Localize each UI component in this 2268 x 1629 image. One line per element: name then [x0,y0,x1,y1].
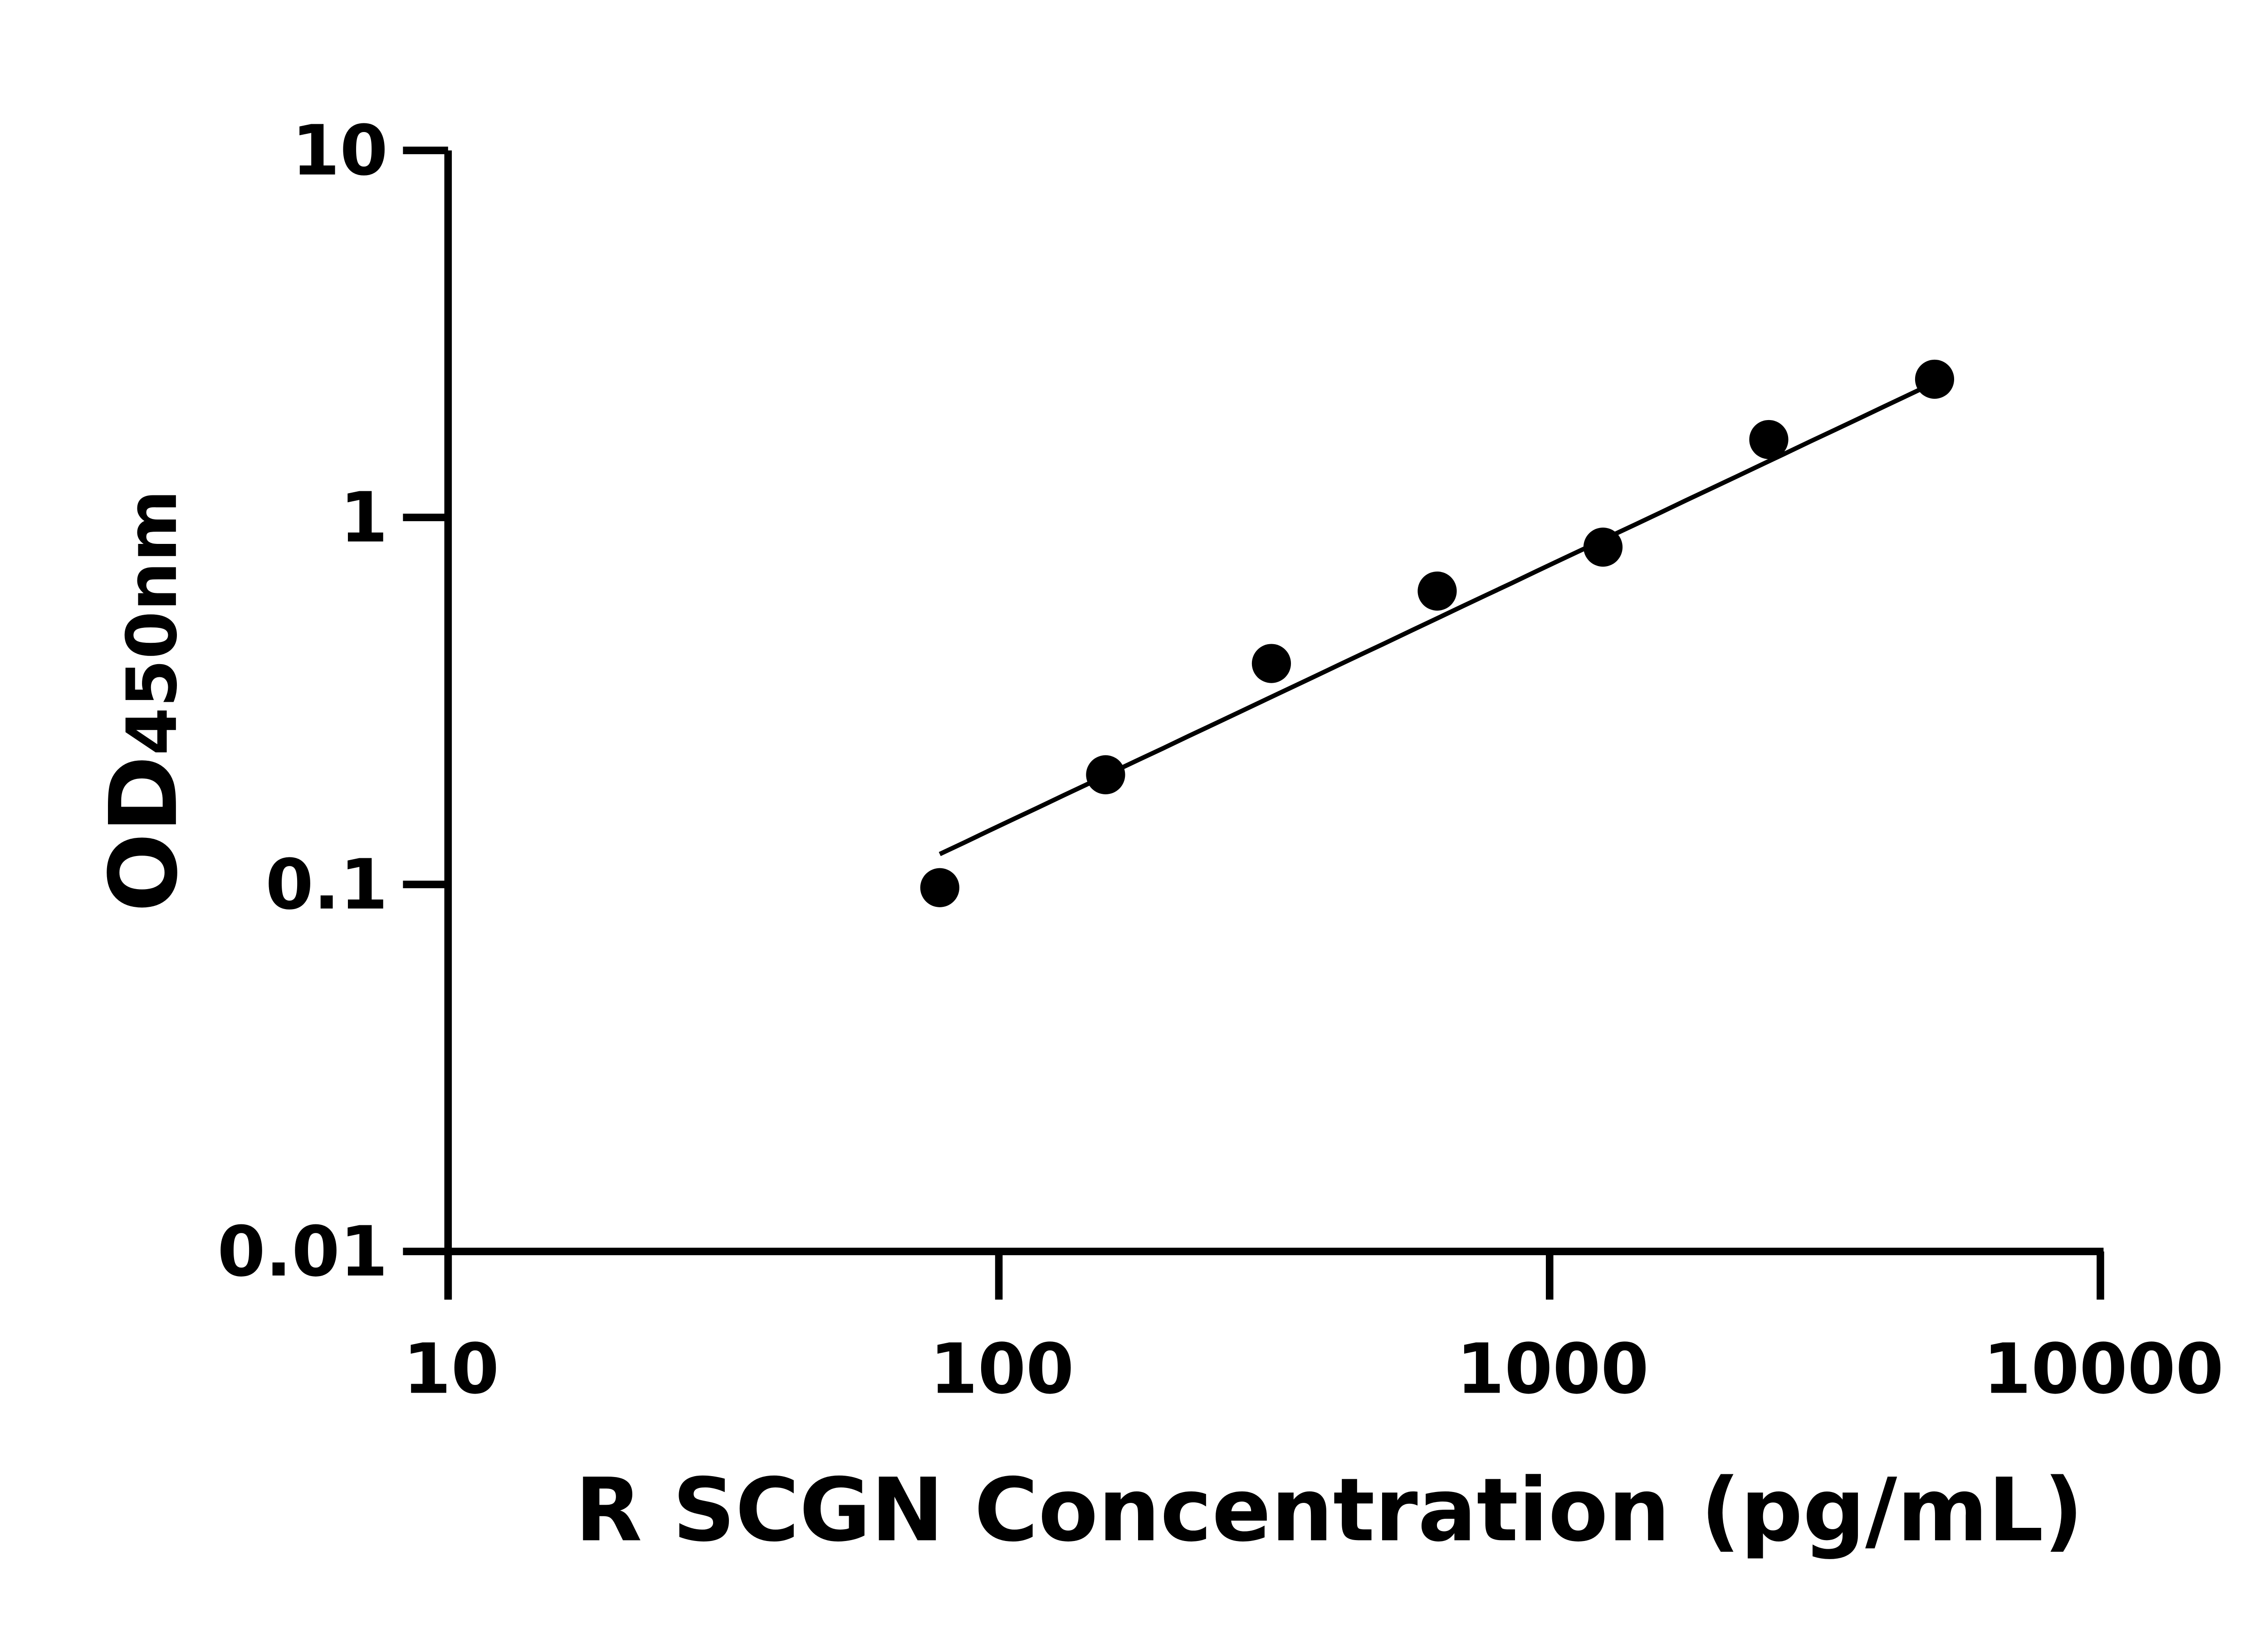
data-point [1418,571,1457,611]
y-axis-title: OD450nm [90,490,198,912]
x-tick-label: 10 [403,1328,499,1409]
data-point [1583,527,1623,567]
x-tick-label: 1000 [1457,1328,1649,1409]
data-point [1915,359,1955,399]
y-axis-title-main: OD [90,755,198,912]
y-tick-label: 1 [340,477,388,558]
data-point [1086,755,1125,795]
data-point [1749,420,1789,460]
axes [444,150,2104,1300]
data-point [1251,644,1291,683]
y-tick-label: 0.01 [217,1211,388,1292]
x-tick-label: 100 [930,1328,1074,1409]
x-tick-label: 10000 [1983,1328,2224,1409]
data-point [920,868,959,907]
x-axis-title: R SCGN Concentration (pg/mL) [575,1460,2083,1561]
y-tick-label: 0.1 [265,844,388,925]
y-tick-label: 10 [292,110,388,191]
y-axis-title-sub: 450nm [112,490,192,756]
